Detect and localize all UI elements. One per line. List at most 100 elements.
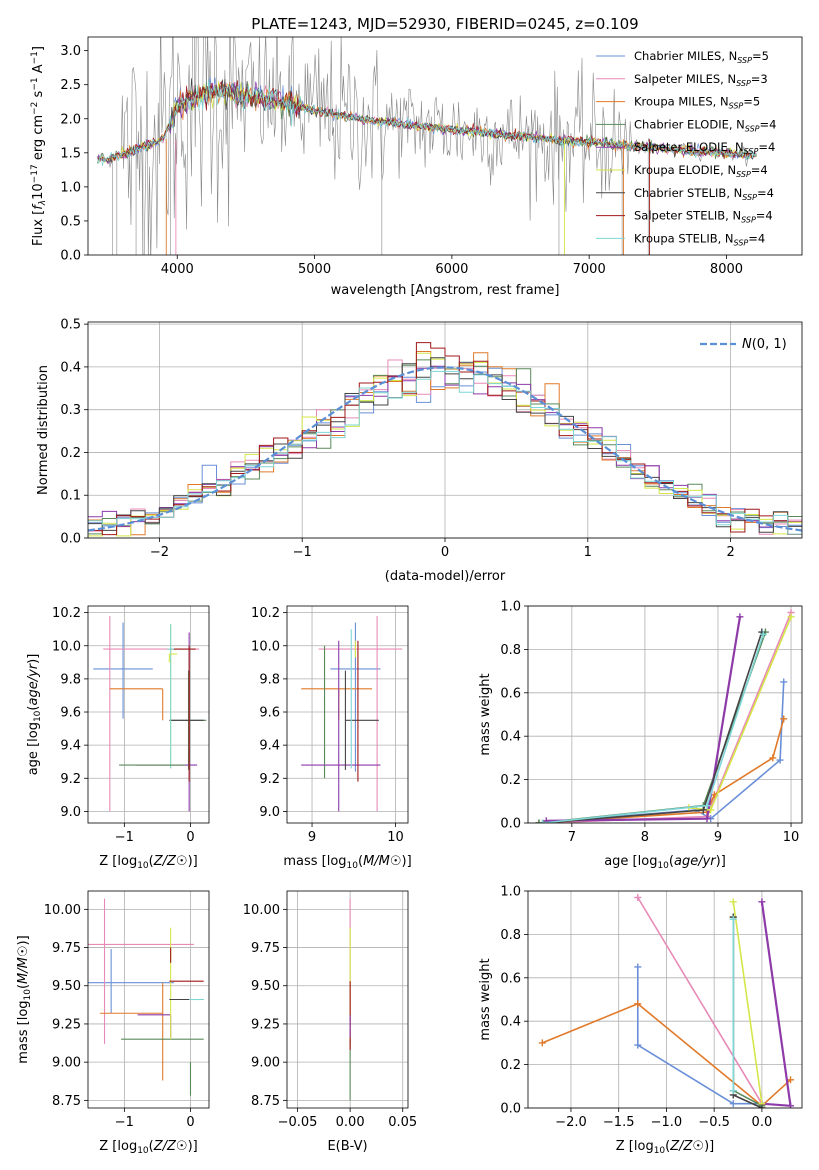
weight-marker-salpeter-elodie <box>758 898 766 906</box>
axes-frame <box>286 605 409 824</box>
weight-line-kroupa-miles <box>541 1002 792 1107</box>
model-spectrum-chabrier-stelib <box>97 78 757 164</box>
legend-label-chabrier-elodie: Chabrier ELODIE, NSSP=4 <box>634 117 776 133</box>
x-tick-label: 0 <box>186 1115 194 1130</box>
axes-frame <box>286 890 409 1109</box>
axes-frame <box>87 321 803 539</box>
weight-marker-kroupa-miles <box>538 1039 546 1047</box>
weight-line-salpeter-miles <box>542 612 792 823</box>
y-tick-label: 9.8 <box>60 672 81 687</box>
spectrum-legend: Chabrier MILES, NSSP=5 Salpeter MILES, NS… <box>596 49 776 247</box>
y-tick-label: 2.0 <box>60 112 81 127</box>
weight-marker-chabrier-elodie <box>535 819 543 823</box>
x-tick-label: 0.0 <box>752 1115 773 1130</box>
y-tick-label: 10.0 <box>251 639 280 654</box>
weight-marker-chabrier-miles <box>780 678 788 686</box>
axes-frame <box>527 605 803 824</box>
x-tick-label: 9 <box>308 830 316 845</box>
x-tick-label: 0 <box>186 830 194 845</box>
weight-line-kroupa-miles <box>538 718 785 823</box>
weight-marker-salpeter-elodie <box>703 815 711 823</box>
observed-spectrum <box>97 37 757 255</box>
weight-line-chabrier-stelib <box>542 631 763 823</box>
weight-marker-kroupa-miles <box>787 1076 795 1084</box>
weight-marker-kroupa-stelib <box>703 802 711 810</box>
y-tick-label: 0.0 <box>500 1102 521 1117</box>
weight-line-kroupa-elodie <box>688 616 792 811</box>
y-tick-label: 0.4 <box>500 730 521 745</box>
y-tick-label: 10.00 <box>243 903 280 918</box>
y-tick-label: 9.6 <box>60 706 81 721</box>
x-tick-label: −1 <box>293 545 312 560</box>
y-tick-label: 9.75 <box>251 941 280 956</box>
gaussian-curve <box>88 366 802 532</box>
y-axis-label: mass weight <box>478 673 493 755</box>
axes-frame <box>87 605 210 824</box>
weight-marker-kroupa-stelib <box>759 630 767 638</box>
x-tick-label: 5000 <box>298 262 331 277</box>
legend-label-kroupa-elodie: Kroupa ELODIE, NSSP=4 <box>634 163 768 179</box>
axes-frame <box>527 890 803 1109</box>
weight-marker-kroupa-elodie <box>787 613 795 621</box>
weight-line-salpeter-miles <box>637 897 763 1105</box>
panel-weight-vs-age: 7 8 9 10 0.0 0.2 0.4 0.6 0.8 1.0 age [log10(age/yr… <box>478 600 803 871</box>
weight-marker-kroupa-stelib <box>539 819 547 823</box>
y-tick-label: 0.6 <box>500 971 521 986</box>
y-tick-label: 0.4 <box>60 360 81 375</box>
x-tick-label: 6000 <box>435 262 468 277</box>
x-tick-label: −0.05 <box>278 1115 318 1130</box>
y-tick-label: 1.0 <box>500 885 521 900</box>
y-tick-label: 10.0 <box>52 639 81 654</box>
plot-area <box>88 898 204 1096</box>
x-tick-label: −2 <box>150 545 169 560</box>
x-tick-label: 7000 <box>573 262 606 277</box>
y-tick-label: 9.4 <box>259 739 280 754</box>
x-tick-label: 0.00 <box>336 1115 365 1130</box>
x-tick-label: 2 <box>726 545 734 560</box>
y-tick-label: 9.50 <box>251 979 280 994</box>
weight-marker-kroupa-miles <box>780 715 788 723</box>
figure-title: PLATE=1243, MJD=52930, FIBERID=0245, z=0… <box>251 15 638 33</box>
plot-area <box>97 37 757 255</box>
y-tick-label: 9.2 <box>60 772 81 787</box>
y-tick-label: 0.5 <box>60 214 81 229</box>
plot-area <box>535 609 795 823</box>
x-tick-label: 8 <box>641 830 649 845</box>
x-axis-label: E(B-V) <box>327 1139 367 1154</box>
y-tick-label: 10.00 <box>44 903 81 918</box>
weight-marker-kroupa-miles <box>634 1000 642 1008</box>
plot-area <box>93 615 207 812</box>
y-tick-label: 9.2 <box>259 772 280 787</box>
x-tick-label: 0.05 <box>388 1115 417 1130</box>
plot-area <box>88 342 802 537</box>
y-tick-label: 8.75 <box>251 1094 280 1109</box>
x-axis-label: (data-model)/error <box>385 569 506 584</box>
y-tick-label: 9.00 <box>251 1056 280 1071</box>
weight-marker-kroupa-stelib <box>729 1087 737 1095</box>
y-axis-label: age [log10(age/yr)] <box>26 654 43 776</box>
weight-marker-salpeter-elodie <box>787 1102 795 1108</box>
weight-marker-chabrier-miles <box>776 756 784 764</box>
weight-marker-salpeter-elodie <box>542 817 550 823</box>
x-tick-label: 4000 <box>161 262 194 277</box>
legend-label-chabrier-stelib: Chabrier STELIB, NSSP=4 <box>634 186 774 202</box>
y-tick-label: 8.75 <box>52 1094 81 1109</box>
legend-label-chabrier-miles: Chabrier MILES, NSSP=5 <box>634 49 769 65</box>
panel-spectrum: 4000 5000 6000 7000 8000 0.0 0.5 1.0 1.5 2.0 2.5 3.… <box>30 36 803 298</box>
y-tick-label: 2.5 <box>60 78 81 93</box>
y-tick-label: 10.2 <box>251 606 280 621</box>
y-tick-label: 0.0 <box>60 532 81 547</box>
y-tick-label: 1.5 <box>60 146 81 161</box>
x-tick-label: −0.5 <box>698 1115 730 1130</box>
plot-area <box>301 615 403 812</box>
panel-age-vs-Z: −1 0 9.0 9.2 9.4 9.6 9.8 10.0 10.2 Z [log10(Z/Z☉)… <box>26 605 210 871</box>
weight-line-chabrier-elodie <box>538 631 767 823</box>
y-tick-label: 0.2 <box>60 446 81 461</box>
y-tick-label: 0.8 <box>500 928 521 943</box>
weight-line-chabrier-miles <box>636 967 762 1105</box>
x-tick-label: 0 <box>441 545 449 560</box>
x-tick-label: 7 <box>568 830 576 845</box>
x-tick-label: 10 <box>783 830 800 845</box>
y-tick-label: 0.1 <box>60 489 81 504</box>
x-axis-label: Z [log10(Z/Z☉)] <box>616 1139 715 1156</box>
